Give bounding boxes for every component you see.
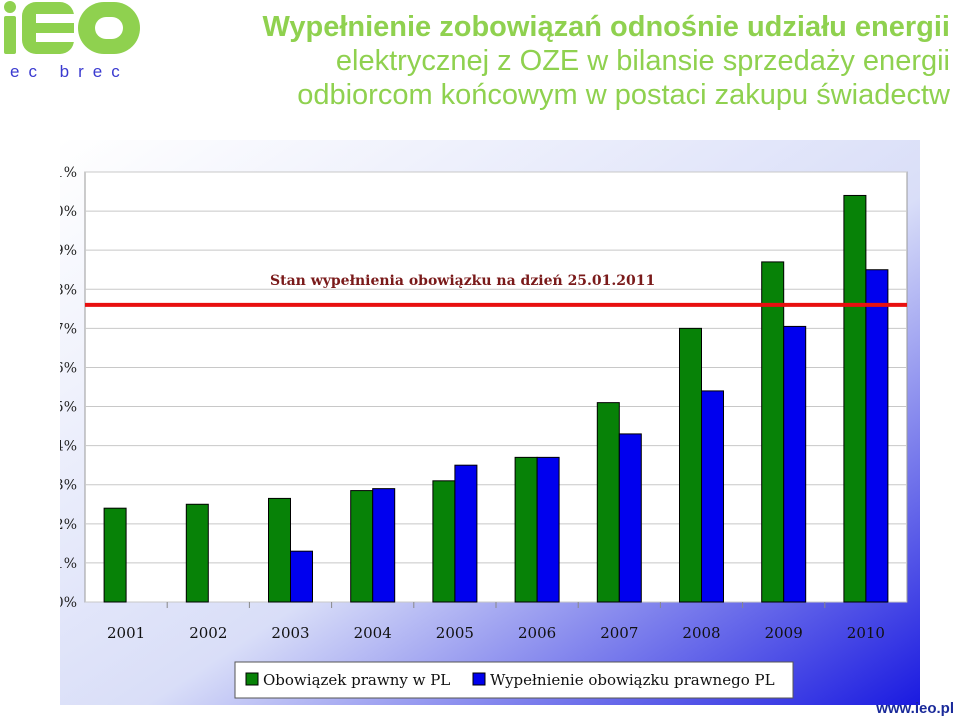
x-tick-label: 2001 <box>107 624 145 642</box>
y-tick-label: 8% <box>60 282 77 298</box>
website-link[interactable]: www.ieo.pl <box>876 700 954 717</box>
y-tick-label: 4% <box>60 439 77 455</box>
legend-swatch <box>245 672 259 686</box>
legend-label: Obowiązek prawny w PL <box>263 671 450 689</box>
x-tick-label: 2008 <box>682 624 720 642</box>
y-tick-label: 5% <box>60 400 77 416</box>
bar-obligation <box>596 402 620 603</box>
bar-fulfillment <box>865 269 889 603</box>
bar-fulfillment <box>701 390 724 603</box>
title-line-3: odbiorcom końcowym w postaci zakupu świa… <box>297 79 950 111</box>
ieo-logo: ec brec <box>0 0 150 90</box>
bar-obligation <box>514 456 538 603</box>
bar-obligation <box>268 497 291 603</box>
bar-fulfillment <box>536 456 560 603</box>
logo-subtitle: ec brec <box>10 62 129 81</box>
title-line-2: elektrycznej z OZE w bilansie sprzedaży … <box>335 45 950 77</box>
x-tick-label: 2006 <box>518 624 556 642</box>
y-tick-label: 7% <box>60 321 77 337</box>
legend-swatch <box>472 672 486 686</box>
x-tick-label: 2010 <box>847 624 885 642</box>
y-tick-label: 10% <box>60 204 77 220</box>
y-tick-label: 3% <box>60 478 77 494</box>
bar-obligation <box>432 480 456 603</box>
legend-label: Wypełnienie obowiązku prawnego PL <box>490 671 775 689</box>
y-tick-label: 6% <box>60 360 77 376</box>
bar-fulfillment <box>783 325 807 603</box>
bar-fulfillment <box>454 464 478 603</box>
x-tick-label: 2009 <box>765 624 803 642</box>
y-tick-label: 11% <box>60 165 77 181</box>
x-tick-label: 2004 <box>354 624 392 642</box>
bar-chart: Stan wypełnienia obowiązku na dzień 25.0… <box>46 140 920 705</box>
y-tick-label: 1% <box>60 556 77 572</box>
bar-obligation <box>843 194 867 603</box>
bar-obligation <box>679 327 702 603</box>
chart-container: Stan wypełnienia obowiązku na dzień 25.0… <box>46 140 920 705</box>
bar-obligation <box>103 507 127 603</box>
y-tick-label: 9% <box>60 243 77 259</box>
bar-obligation <box>350 490 374 603</box>
x-tick-label: 2005 <box>436 624 474 642</box>
x-tick-label: 2003 <box>271 624 309 642</box>
bar-fulfillment <box>372 488 396 603</box>
bar-fulfillment <box>618 433 642 603</box>
bar-obligation <box>761 261 785 603</box>
x-tick-label: 2007 <box>600 624 638 642</box>
reference-line-label: Stan wypełnienia obowiązku na dzień 25.0… <box>270 273 655 289</box>
y-tick-label: 2% <box>60 517 77 533</box>
ieo-logo-mark <box>4 1 140 54</box>
slide-title: Wypełnienie zobowiązań odnośnie udziału … <box>150 10 951 112</box>
bar-fulfillment <box>290 550 313 603</box>
legend-box <box>234 661 794 699</box>
bar-obligation <box>185 503 209 603</box>
x-tick-label: 2002 <box>189 624 227 642</box>
y-tick-label: 0% <box>60 595 77 611</box>
title-line-1: Wypełnienie zobowiązań odnośnie udziału … <box>262 11 951 43</box>
